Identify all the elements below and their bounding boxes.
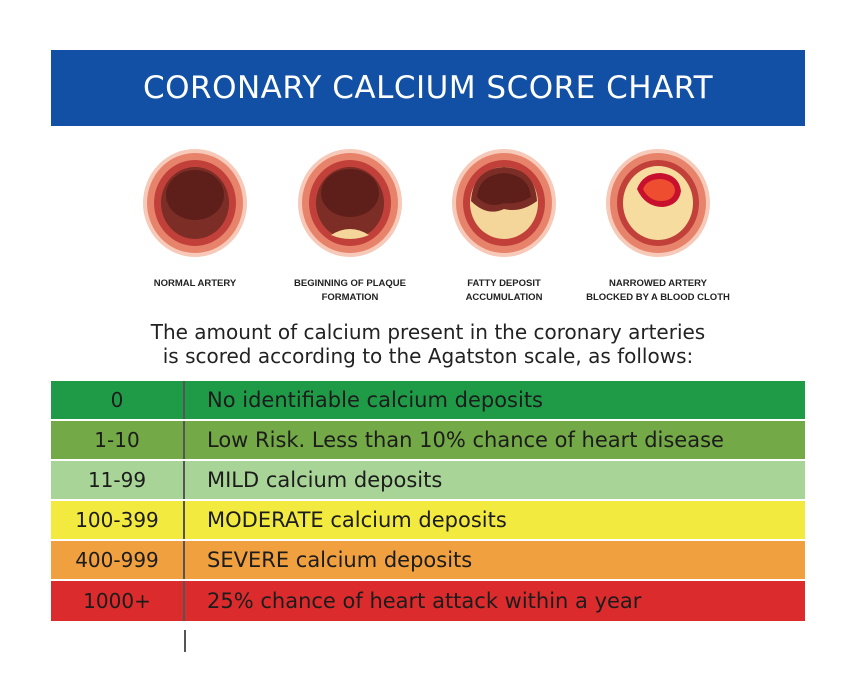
artery-label-plaque: BEGINNING OF PLAQUE FORMATION (294, 278, 406, 303)
normal-artery-icon (140, 143, 250, 263)
scale-row: 0 No identifiable calcium deposits (51, 381, 805, 421)
column-divider (184, 630, 186, 652)
page-title: CORONARY CALCIUM SCORE CHART (142, 70, 714, 106)
artery-label-normal: NORMAL ARTERY (153, 278, 237, 289)
scale-score: 1000+ (51, 581, 185, 621)
title-banner: CORONARY CALCIUM SCORE CHART (51, 50, 805, 126)
scale-description: Low Risk. Less than 10% chance of heart … (207, 428, 724, 452)
scale-score: 0 (51, 381, 185, 419)
scale-score: 100-399 (51, 501, 185, 539)
scale-description: MILD calcium deposits (207, 468, 443, 492)
intro-line-1: The amount of calcium present in the cor… (150, 320, 706, 344)
scale-description: MODERATE calcium deposits (207, 508, 507, 532)
artery-label-fatty-deposit: FATTY DEPOSIT ACCUMULATION (465, 278, 543, 303)
scale-row: 400-999 SEVERE calcium deposits (51, 541, 805, 581)
scale-row: 1-10 Low Risk. Less than 10% chance of h… (51, 421, 805, 461)
scale-description: 25% chance of heart attack within a year (207, 589, 642, 613)
scale-row: 11-99 MILD calcium deposits (51, 461, 805, 501)
scale-score: 1-10 (51, 421, 185, 459)
scale-row: 1000+ 25% chance of heart attack within … (51, 581, 805, 621)
fatty-deposit-artery-icon (449, 143, 559, 263)
blocked-artery-icon (603, 143, 713, 263)
scale-description: No identifiable calcium deposits (207, 388, 543, 412)
scale-score: 11-99 (51, 461, 185, 499)
scale-score: 400-999 (51, 541, 185, 579)
intro-text: The amount of calcium present in the cor… (60, 320, 796, 368)
scale-description: SEVERE calcium deposits (207, 548, 473, 572)
scale-row: 100-399 MODERATE calcium deposits (51, 501, 805, 541)
artery-label-blocked: NARROWED ARTERY BLOCKED BY A BLOOD CLOTH (586, 278, 730, 303)
agatston-scale-table: 0 No identifiable calcium deposits 1-10 … (51, 381, 805, 621)
plaque-artery-icon (295, 143, 405, 263)
intro-line-2: is scored according to the Agatston scal… (162, 344, 694, 368)
